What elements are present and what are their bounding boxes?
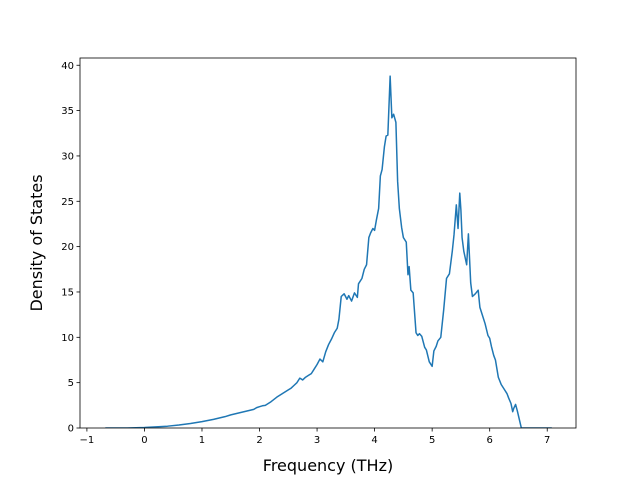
y-axis-label: Density of States (27, 174, 46, 311)
y-tick-label: 5 (68, 378, 74, 389)
x-tick-label: 3 (314, 435, 320, 446)
y-tick-label: 10 (61, 333, 74, 344)
y-tick-label: 20 (61, 242, 74, 253)
y-tick-label: 25 (61, 197, 74, 208)
x-tick-label: 5 (429, 435, 435, 446)
x-tick-label: 6 (487, 435, 493, 446)
x-tick-label: −1 (80, 435, 95, 446)
axes-frame (79, 57, 577, 429)
x-tick-label: 0 (141, 435, 147, 446)
y-tick-label: 30 (61, 151, 74, 162)
x-tick-label: 2 (256, 435, 262, 446)
y-tick-label: 15 (61, 287, 74, 298)
axes: −1 0 1 2 3 4 5 6 7 0 5 10 15 20 25 30 35 40 (61, 57, 577, 446)
x-axis-label: Frequency (THz) (263, 456, 393, 475)
y-tick-label: 40 (61, 61, 74, 72)
x-tick-label: 1 (199, 435, 205, 446)
plot-area (105, 75, 552, 428)
x-tick-label: 7 (544, 435, 550, 446)
y-tick-label: 0 (68, 424, 74, 435)
series-line-0 (105, 75, 552, 428)
x-tick-label: 4 (371, 435, 377, 446)
y-tick-label: 35 (61, 106, 74, 117)
